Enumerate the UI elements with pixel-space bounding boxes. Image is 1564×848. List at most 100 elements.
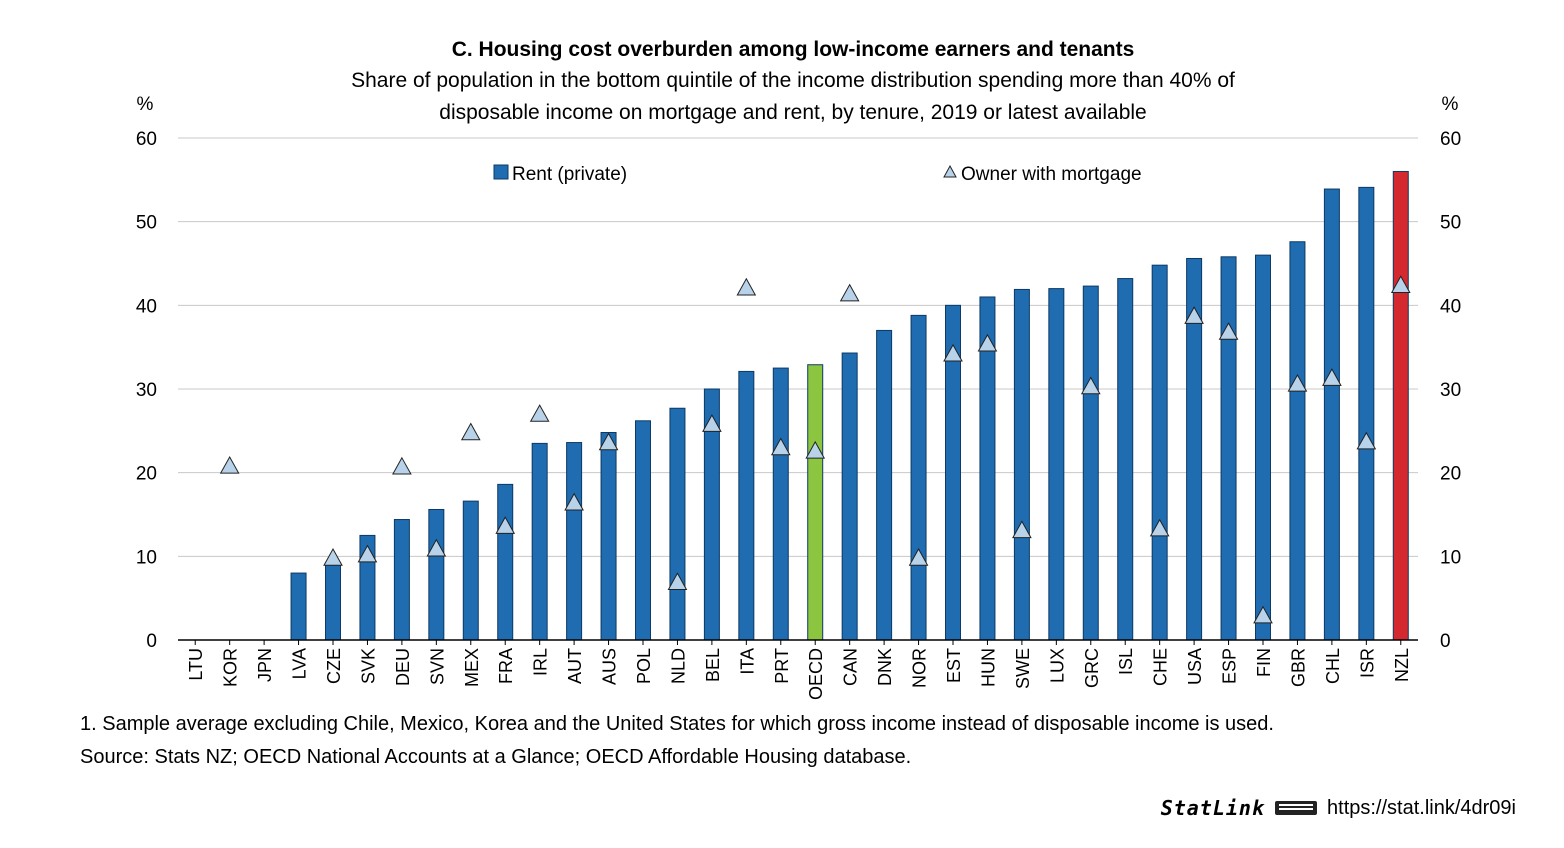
x-tick-label-mex: MEX bbox=[462, 648, 482, 687]
legend-label-owner-with-mortgage: Owner with mortgage bbox=[961, 164, 1142, 185]
chart-subtitle-line-2: disposable income on mortgage and rent, … bbox=[439, 101, 1146, 124]
marker-nld bbox=[667, 572, 688, 590]
marker-fin bbox=[1253, 605, 1273, 624]
x-tick-label-isl: ISL bbox=[1116, 648, 1136, 675]
marker-mex bbox=[460, 422, 481, 441]
statlink-url[interactable]: https://stat.link/4dr09i bbox=[1327, 796, 1516, 819]
legend: Rent (private) Owner with mortgage bbox=[493, 164, 1142, 185]
bar-nzl bbox=[1392, 170, 1409, 641]
x-tick-label-pol: POL bbox=[634, 648, 654, 684]
x-tick-label-esp: ESP bbox=[1220, 648, 1240, 684]
statlink[interactable]: StatLink https://stat.link/4dr09i bbox=[1161, 796, 1516, 820]
chart-subtitle-line-1: Share of population in the bottom quinti… bbox=[351, 69, 1235, 92]
x-axis-categories: LTU KOR JPN LVA CZE SVK DEU SVN MEX FRA IRL AUT AUS P… bbox=[186, 640, 1412, 700]
bar-aut bbox=[566, 442, 583, 641]
marker-irl bbox=[529, 404, 550, 422]
marker-che bbox=[1149, 518, 1170, 537]
x-tick-label-swe: SWE bbox=[1013, 648, 1033, 689]
marker-gbr bbox=[1287, 373, 1308, 392]
marker-esp bbox=[1218, 322, 1239, 340]
bar-dnk bbox=[876, 329, 893, 641]
marker-series-owner-with-mortgage bbox=[219, 275, 1411, 624]
y-axis-right: 0 10 20 30 40 50 60 bbox=[1440, 129, 1461, 652]
legend-swatch-rent bbox=[493, 164, 509, 180]
y-tick-left-20: 20 bbox=[136, 464, 157, 485]
bar-deu bbox=[393, 519, 410, 641]
marker-isr bbox=[1356, 431, 1377, 450]
x-tick-label-can: CAN bbox=[841, 648, 861, 686]
bar-can bbox=[841, 352, 858, 641]
marker-swe bbox=[1012, 520, 1032, 539]
marker-chl bbox=[1322, 368, 1342, 386]
x-tick-label-nld: NLD bbox=[668, 648, 688, 684]
x-tick-label-aut: AUT bbox=[565, 648, 585, 684]
marker-grc bbox=[1080, 376, 1101, 395]
x-tick-label-dnk: DNK bbox=[875, 648, 895, 686]
x-tick-label-chl: CHL bbox=[1323, 648, 1343, 684]
x-tick-label-prt: PRT bbox=[772, 648, 792, 684]
marker-nzl bbox=[1390, 275, 1411, 293]
x-tick-label-che: CHE bbox=[1151, 648, 1171, 686]
y-tick-right-30: 30 bbox=[1440, 380, 1461, 401]
bar-esp bbox=[1220, 256, 1237, 641]
x-tick-label-grc: GRC bbox=[1082, 648, 1102, 688]
y-tick-left-50: 50 bbox=[136, 213, 157, 234]
legend-swatch-owner-with-mortgage bbox=[943, 164, 957, 178]
x-tick-label-nor: NOR bbox=[910, 648, 930, 688]
bar-pol bbox=[635, 420, 651, 641]
marker-nor bbox=[908, 547, 929, 566]
bar-irl bbox=[531, 442, 548, 641]
bar-series-rent bbox=[290, 170, 1409, 641]
chart-title: C. Housing cost overburden among low-inc… bbox=[452, 38, 1135, 61]
x-tick-label-aus: AUS bbox=[600, 648, 620, 685]
bar-lux bbox=[1048, 288, 1065, 641]
statlink-logo-icon bbox=[1275, 801, 1318, 815]
x-tick-label-svk: SVK bbox=[358, 648, 378, 684]
y-tick-left-10: 10 bbox=[136, 547, 157, 568]
bar-aus bbox=[600, 432, 617, 641]
y-tick-right-40: 40 bbox=[1440, 296, 1461, 317]
marker-usa bbox=[1184, 306, 1204, 324]
bar-grc bbox=[1082, 285, 1099, 641]
x-tick-label-bel: BEL bbox=[703, 648, 723, 682]
y-axis-left: 0 10 20 30 40 50 60 bbox=[136, 129, 157, 652]
marker-svk bbox=[357, 544, 378, 563]
y-tick-left-60: 60 bbox=[136, 129, 157, 150]
marker-deu bbox=[392, 456, 412, 475]
chart-canvas: C. Housing cost overburden among low-inc… bbox=[136, 38, 1461, 700]
bar-isl bbox=[1117, 278, 1134, 641]
y-tick-right-60: 60 bbox=[1440, 129, 1461, 150]
marker-aus bbox=[598, 432, 619, 451]
bar-nor bbox=[910, 314, 927, 641]
y-axis-unit-right: % bbox=[1442, 94, 1459, 115]
x-tick-label-cze: CZE bbox=[324, 648, 344, 684]
marker-aut bbox=[564, 492, 584, 511]
x-tick-label-lva: LVA bbox=[290, 648, 310, 679]
y-tick-right-50: 50 bbox=[1440, 213, 1461, 234]
x-tick-label-ita: ITA bbox=[737, 648, 757, 675]
statlink-brand: StatLink bbox=[1160, 796, 1266, 820]
bar-fin bbox=[1255, 254, 1271, 641]
bar-mex bbox=[462, 500, 479, 641]
bar-oecd bbox=[807, 364, 824, 641]
marker-fra bbox=[495, 516, 516, 534]
legend-label-rent: Rent (private) bbox=[512, 164, 627, 185]
bar-fra bbox=[497, 483, 514, 641]
bar-prt bbox=[772, 367, 789, 641]
bar-lva bbox=[290, 572, 307, 641]
bar-cze bbox=[325, 564, 341, 641]
bar-svn bbox=[428, 508, 445, 641]
marker-prt bbox=[770, 437, 791, 456]
y-tick-left-30: 30 bbox=[136, 380, 157, 401]
marker-bel bbox=[702, 414, 722, 432]
x-tick-label-oecd: OECD bbox=[806, 648, 826, 700]
marker-svn bbox=[426, 538, 447, 557]
y-tick-left-40: 40 bbox=[136, 296, 157, 317]
x-tick-label-nzl: NZL bbox=[1392, 648, 1412, 682]
x-tick-label-gbr: GBR bbox=[1288, 648, 1308, 687]
x-tick-label-est: EST bbox=[944, 648, 964, 683]
bar-che bbox=[1151, 264, 1168, 641]
marker-kor bbox=[219, 455, 240, 474]
marker-oecd bbox=[805, 440, 826, 459]
marker-can bbox=[839, 283, 860, 302]
